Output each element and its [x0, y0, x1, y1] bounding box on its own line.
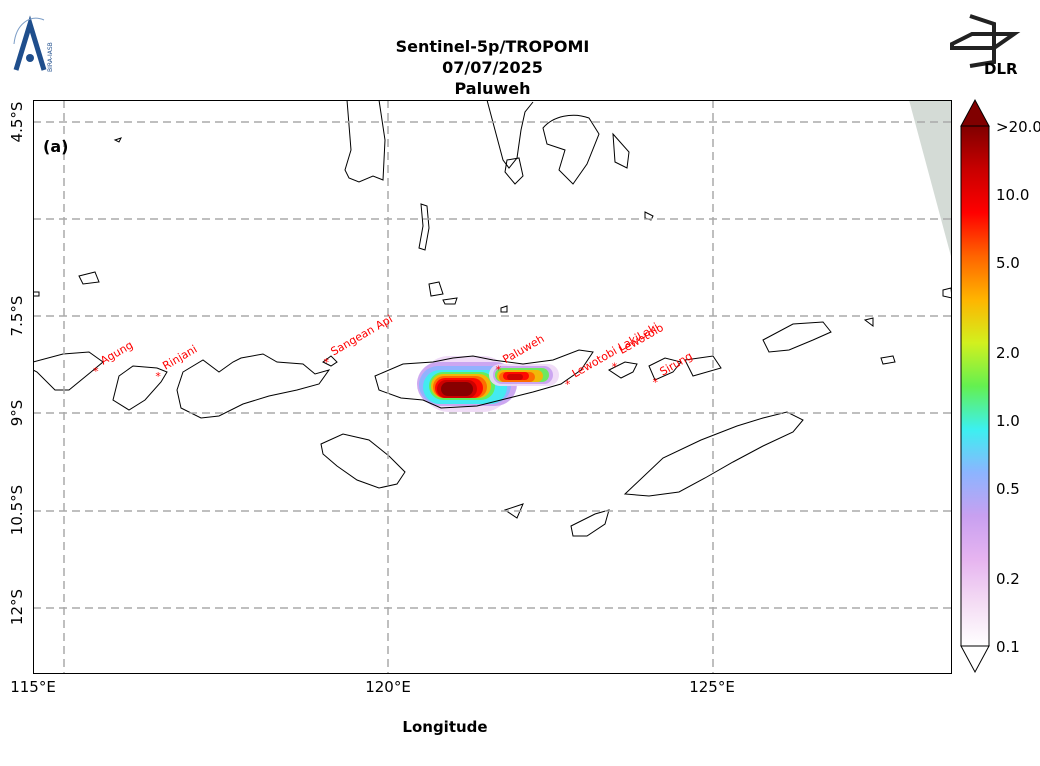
xtick-125: 125°E [689, 678, 735, 696]
volcano-marker: * [93, 365, 99, 378]
ytick-12s: 12°S [8, 588, 26, 626]
title-instrument: Sentinel-5p/TROPOMI [395, 37, 590, 56]
map-panel: *Agung*Rinjani *Sangean Api*Paluweh*Lewot… [33, 100, 952, 674]
colorbar-min-arrow [960, 645, 990, 674]
cbar-tick-1: 1.0 [996, 412, 1020, 430]
colorbar [960, 98, 990, 674]
x-axis-label: Longitude [402, 718, 488, 736]
title-volcano: Paluweh [454, 79, 531, 98]
bira-logo-text: BIRA-IASB [47, 42, 54, 72]
colorbar-max-arrow [960, 98, 990, 127]
ytick-4-5s: 4.5°S [8, 101, 26, 143]
dlr-logo-text: DLR [984, 60, 1018, 78]
volcano-marker: * [653, 376, 659, 389]
cbar-tick-0-2: 0.2 [996, 570, 1020, 588]
volcano-marker: * [612, 360, 618, 373]
xtick-120: 120°E [365, 678, 411, 696]
cbar-tick-0-1: 0.1 [996, 638, 1020, 656]
plume-cell [507, 374, 523, 380]
volcano-marker: * [495, 364, 501, 377]
colorbar-gradient [960, 125, 990, 647]
dlr-logo-icon [950, 14, 1021, 68]
swath-edge [909, 100, 952, 260]
cbar-tick-2: 2.0 [996, 344, 1020, 362]
grid-lines [33, 100, 952, 674]
volcano-marker: * [565, 378, 571, 391]
xtick-115: 115°E [10, 678, 56, 696]
ytick-7-5s: 7.5°S [8, 295, 26, 337]
volcano-marker: * [155, 370, 161, 383]
cbar-tick-20: >20.0 [996, 118, 1040, 136]
plume-cell [441, 382, 473, 396]
coastlines [33, 100, 952, 537]
cbar-tick-0-5: 0.5 [996, 480, 1020, 498]
ytick-10-5s: 10.5°S [8, 484, 26, 536]
title-date: 07/07/2025 [442, 58, 543, 77]
bira-iasb-logo: BIRA-IASB [13, 15, 54, 72]
volcano-marker: * [323, 356, 329, 369]
panel-label: (a) [43, 137, 68, 156]
so2-plume [417, 356, 559, 412]
cbar-tick-10: 10.0 [996, 186, 1030, 204]
cbar-tick-5: 5.0 [996, 254, 1020, 272]
ytick-9s: 9°S [8, 399, 26, 427]
